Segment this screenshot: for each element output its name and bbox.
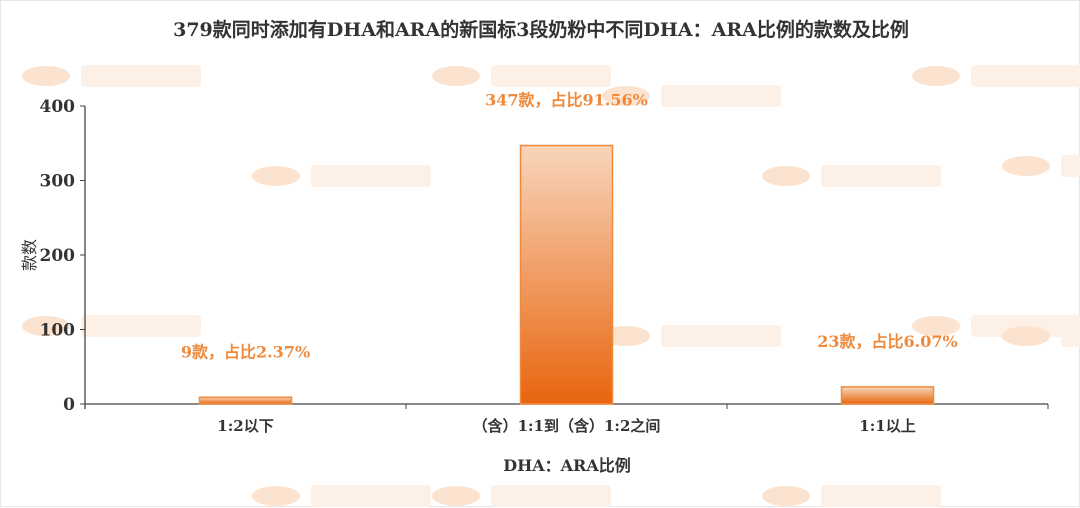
watermark-logo	[1002, 325, 1080, 347]
y-tick-label: 0	[63, 395, 75, 415]
data-label: 23款，占比6.07%	[817, 332, 957, 351]
watermark-logo	[602, 85, 781, 107]
watermark-logo	[432, 65, 611, 87]
watermark-logo	[1002, 155, 1080, 177]
x-tick-label: 1:1以上	[859, 417, 915, 435]
x-tick-label: 1:2以下	[217, 417, 273, 435]
watermark-logo	[602, 325, 781, 347]
watermark-logo	[252, 165, 431, 187]
y-axis-label: 款数	[20, 239, 39, 271]
y-tick-label: 300	[40, 172, 76, 192]
y-tick-label: 100	[40, 321, 76, 341]
y-tick-label: 200	[40, 246, 76, 266]
data-label: 9款，占比2.37%	[181, 342, 310, 361]
chart-title: 379款同时添加有DHA和ARA的新国标3段奶粉中不同DHA：ARA比例的款数及…	[173, 18, 909, 41]
watermark-logo	[762, 165, 941, 187]
bar	[840, 386, 935, 405]
watermark-logo	[912, 65, 1080, 87]
bar	[198, 396, 293, 405]
watermark-logo	[432, 485, 611, 507]
data-label: 347款，占比91.56%	[485, 90, 648, 109]
watermark-logo	[252, 485, 431, 507]
watermark-logo	[22, 65, 201, 87]
x-axis-label: DHA：ARA比例	[503, 456, 631, 475]
bar	[519, 144, 614, 405]
x-tick-label: （含）1:1到（含）1:2之间	[473, 417, 661, 435]
watermark-layer	[22, 65, 1080, 507]
watermark-logo	[912, 315, 1080, 337]
y-tick-label: 400	[40, 97, 76, 117]
watermark-logo	[762, 485, 941, 507]
watermark-logo	[22, 315, 201, 337]
